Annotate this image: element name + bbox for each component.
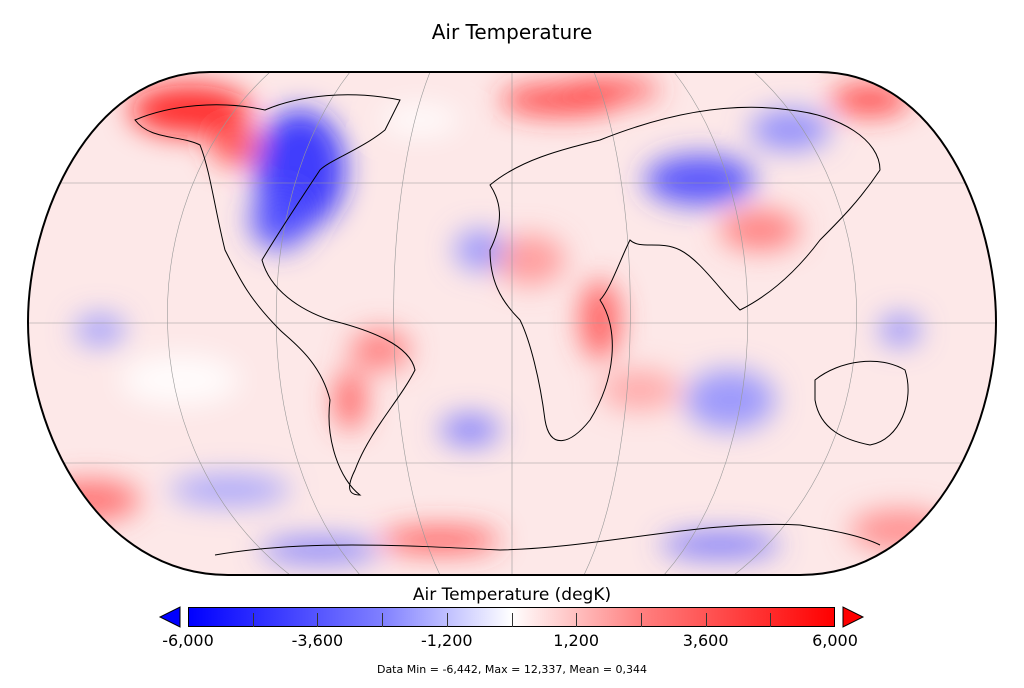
temperature-anomaly-region [380, 105, 460, 135]
temperature-anomaly-region [580, 280, 620, 360]
colorbar-tick-label: 6,000 [812, 631, 858, 650]
temperature-anomaly-region [130, 85, 250, 135]
colorbar-tick [317, 613, 319, 627]
temperature-anomaly-region [455, 230, 505, 270]
colorbar-tick [252, 613, 254, 627]
colorbar-tick [705, 613, 707, 627]
temperature-anomaly-region [335, 370, 365, 430]
temperature-anomaly-region [40, 480, 140, 520]
colorbar-tick-label: 1,200 [553, 631, 600, 650]
temperature-anomaly-region [600, 370, 680, 410]
temperature-anomaly-region [210, 125, 260, 165]
temperature-anomaly-region [250, 190, 310, 250]
temperature-anomaly-region [440, 415, 500, 445]
graticule [28, 72, 996, 575]
temperature-anomaly-region [645, 155, 755, 205]
temperature-anomaly-region [560, 78, 660, 102]
temperature-anomaly-region [685, 370, 775, 430]
temperature-anomaly-region [720, 210, 800, 250]
colorbar-tick [640, 613, 642, 627]
colorbar-tick [576, 613, 578, 627]
colorbar-tick-label: -6,000 [162, 631, 214, 650]
temperature-anomaly-region [880, 315, 920, 345]
temperature-anomaly-region [120, 355, 240, 405]
colorbar-tick-label: -3,600 [291, 631, 344, 650]
colorbar-tick-label: -1,200 [421, 631, 473, 650]
colorbar-tick [770, 613, 772, 627]
temperature-anomaly-region [660, 533, 780, 557]
temperature-field [28, 72, 996, 575]
temperature-anomaly-region [850, 510, 950, 550]
colorbar-tick [511, 613, 513, 627]
colorbar-low-extend-arrow [158, 606, 181, 628]
coastlines [134, 94, 909, 556]
plot-title: Air Temperature [431, 20, 593, 44]
colorbar-title: Air Temperature (degK) [412, 585, 612, 605]
colorbar-tick [382, 613, 384, 627]
colorbar-high-extend-arrow [842, 606, 865, 628]
temperature-anomaly-region [750, 110, 830, 150]
temperature-anomaly-region [260, 538, 380, 562]
colorbar-tick [446, 613, 448, 627]
temperature-anomaly-region [495, 235, 565, 285]
temperature-anomaly-region [75, 315, 125, 345]
temperature-anomaly-region [830, 85, 910, 115]
colorbar-tick-label: 3,600 [682, 631, 729, 650]
temperature-anomaly-region [380, 528, 500, 552]
data-stats: Data Min = -6,442, Max = 12,337, Mean = … [376, 663, 648, 676]
temperature-anomaly-region [170, 475, 290, 505]
